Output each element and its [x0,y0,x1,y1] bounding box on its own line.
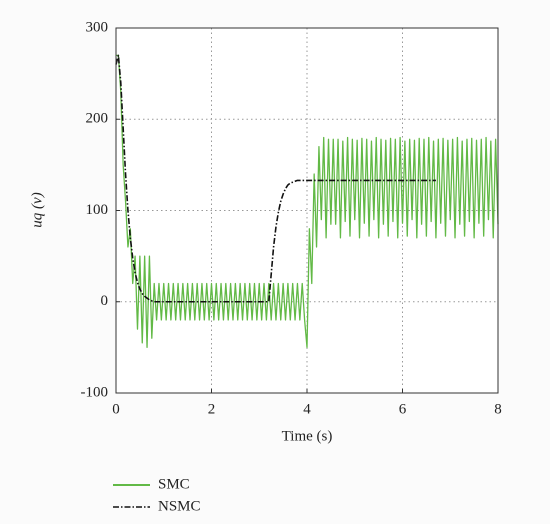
y-tick-label: 300 [86,19,109,35]
series-line [116,54,499,349]
x-axis-label: Time (s) [282,428,333,444]
y-tick-label: -100 [81,384,109,400]
plot-frame [115,27,499,394]
y-axis-label: uq (v) [29,192,45,227]
legend-label: NSMC [158,498,201,514]
x-tick-label: 0 [112,401,120,417]
series-line [115,54,436,303]
legend-label: SMC [158,476,190,492]
y-tick-label: 100 [86,202,109,218]
x-tick-label: 8 [494,401,502,417]
x-tick-label: 6 [399,401,407,417]
x-tick-label: 4 [303,401,311,417]
y-tick-label: 200 [86,111,109,127]
y-tick-label: 0 [101,293,109,309]
x-tick-label: 2 [208,401,216,417]
